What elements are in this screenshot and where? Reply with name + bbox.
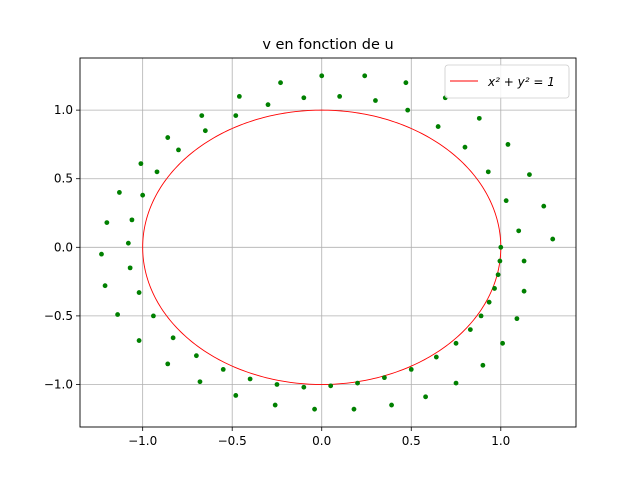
y-tick-label: 0.5 (54, 172, 73, 186)
spiral-point (220, 366, 226, 372)
spiral-point (500, 340, 505, 346)
spiral-point (382, 375, 387, 381)
spiral-point (125, 240, 131, 246)
axes-frame (79, 57, 577, 428)
y-tick-label: 0.0 (54, 240, 73, 254)
spiral-point (197, 379, 203, 385)
spiral-point (478, 313, 484, 319)
x-tick-label: 0.5 (402, 434, 421, 448)
x-tick-label: 0.0 (312, 434, 331, 448)
spiral-point (328, 383, 334, 389)
spiral-point (498, 244, 504, 250)
spiral-point (462, 144, 468, 150)
legend-label: x² + y² = 1 (487, 75, 555, 89)
spiral-point (351, 406, 357, 412)
chart-title: v en fonction de u (262, 37, 393, 53)
y-tick-label: 1.0 (54, 103, 73, 117)
spiral-point (492, 286, 497, 291)
spiral-point (115, 312, 121, 317)
spiral-point (516, 228, 522, 234)
spiral-point (527, 172, 532, 177)
x-tick-label: −0.5 (218, 434, 247, 448)
spiral-point (170, 335, 176, 341)
spiral-point (433, 354, 439, 360)
spiral-point (486, 299, 492, 305)
spiral-point (541, 203, 547, 209)
spiral-point (355, 380, 360, 386)
spiral-point (278, 80, 283, 86)
spiral-point (233, 113, 239, 119)
spiral-point (129, 217, 135, 223)
x-tick-label: 1.0 (491, 434, 510, 448)
spiral-point (301, 384, 307, 390)
spiral-point (485, 169, 491, 175)
unit-circle-line (142, 109, 502, 385)
spiral-point (265, 102, 271, 108)
spiral-point (104, 220, 110, 226)
spiral-point (521, 288, 527, 294)
spiral-point (138, 161, 144, 167)
y-tick-label: −0.5 (44, 309, 73, 323)
spiral-point (476, 115, 482, 121)
spiral-point (389, 402, 394, 408)
spiral-point (550, 236, 556, 242)
spiral-point (202, 128, 208, 134)
spiral-point (435, 124, 441, 129)
spiral-point (405, 107, 411, 113)
spiral-point (423, 394, 428, 400)
spiral-point (136, 338, 142, 343)
y-tick-label: −1.0 (44, 377, 73, 391)
spiral-point (165, 135, 171, 140)
spiral-point (99, 251, 104, 257)
spiral-point (272, 402, 278, 408)
spiral-point (193, 353, 199, 359)
spiral-point (127, 265, 133, 271)
spiral-point (116, 190, 122, 195)
spiral-point (521, 258, 527, 264)
spiral-point (362, 73, 368, 79)
spiral-point (247, 376, 253, 382)
spiral-point (408, 366, 414, 372)
x-tick-label: −1.0 (128, 434, 157, 448)
spiral-point (503, 198, 509, 204)
spiral-point (140, 192, 146, 198)
spiral-point (497, 258, 503, 264)
spiral-point (337, 94, 343, 99)
spiral-point (176, 147, 181, 153)
spiral-point (102, 283, 108, 289)
spiral-point (165, 361, 171, 367)
spiral-point (453, 340, 459, 346)
spiral-point (154, 169, 160, 175)
spiral-point (199, 113, 205, 119)
spiral-point (236, 94, 242, 99)
spiral-point (151, 313, 156, 319)
spiral-point (505, 142, 511, 147)
spiral-point (301, 95, 307, 101)
spiral-point (453, 380, 459, 386)
legend-box (444, 64, 570, 99)
spiral-point (480, 362, 486, 368)
spiral-point (403, 80, 409, 86)
spiral-point (495, 272, 501, 278)
spiral-point (274, 382, 280, 387)
spiral-point (312, 406, 317, 412)
spiral-point (136, 290, 142, 295)
spiral-point (319, 73, 325, 79)
spiral-point (373, 98, 378, 103)
spiral-point (467, 327, 473, 333)
spiral-point (514, 316, 520, 322)
spiral-point (233, 393, 239, 398)
plot-area: −1.0 −0.5 0.0 0.5 1.0 −1.0 −0.5 0.0 0.5 1.0 x² + y… (44, 57, 577, 448)
